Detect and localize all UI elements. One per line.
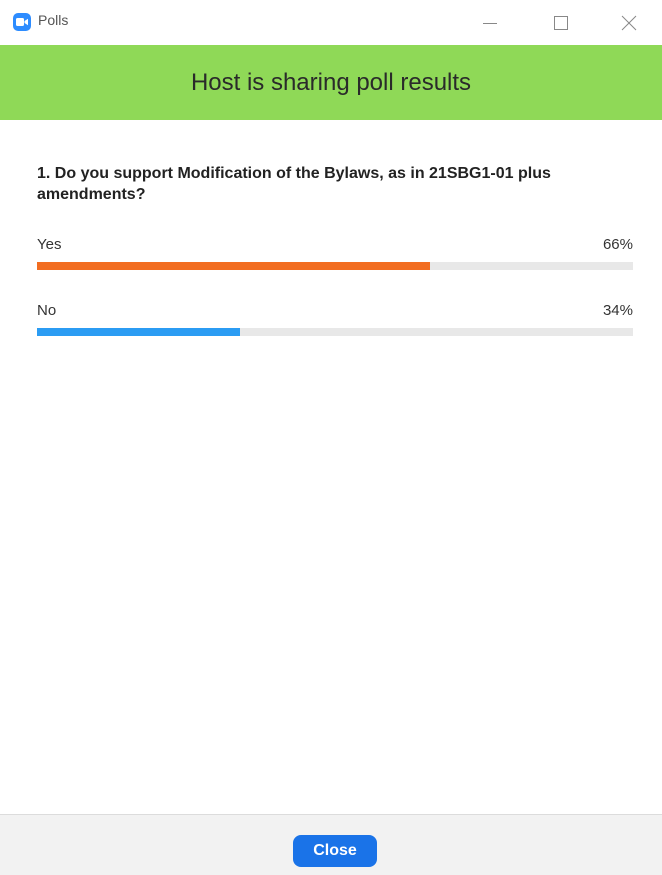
footer-bar: Close bbox=[0, 814, 662, 875]
result-bar-track bbox=[37, 262, 633, 270]
title-bar: Polls bbox=[0, 0, 662, 45]
maximize-button[interactable] bbox=[538, 0, 584, 45]
result-bar-fill bbox=[37, 328, 240, 336]
result-bar-fill bbox=[37, 262, 431, 270]
close-icon bbox=[621, 15, 637, 30]
answer-label: Yes bbox=[37, 236, 62, 253]
close-button[interactable]: Close bbox=[293, 835, 377, 867]
poll-status-banner: Host is sharing poll results bbox=[0, 45, 662, 120]
answer-label: No bbox=[37, 302, 57, 319]
zoom-camera-icon bbox=[13, 13, 31, 31]
minimize-icon bbox=[483, 22, 497, 24]
result-bar-track bbox=[37, 328, 633, 336]
window-title: Polls bbox=[38, 12, 69, 28]
maximize-icon bbox=[554, 15, 568, 30]
window-close-button[interactable] bbox=[606, 0, 652, 45]
answer-percent: 66% bbox=[602, 236, 633, 253]
poll-question: 1. Do you support Modification of the By… bbox=[37, 165, 551, 203]
answer-percent: 34% bbox=[602, 302, 633, 319]
banner-text: Host is sharing poll results bbox=[190, 68, 472, 96]
minimize-button[interactable] bbox=[467, 0, 513, 45]
